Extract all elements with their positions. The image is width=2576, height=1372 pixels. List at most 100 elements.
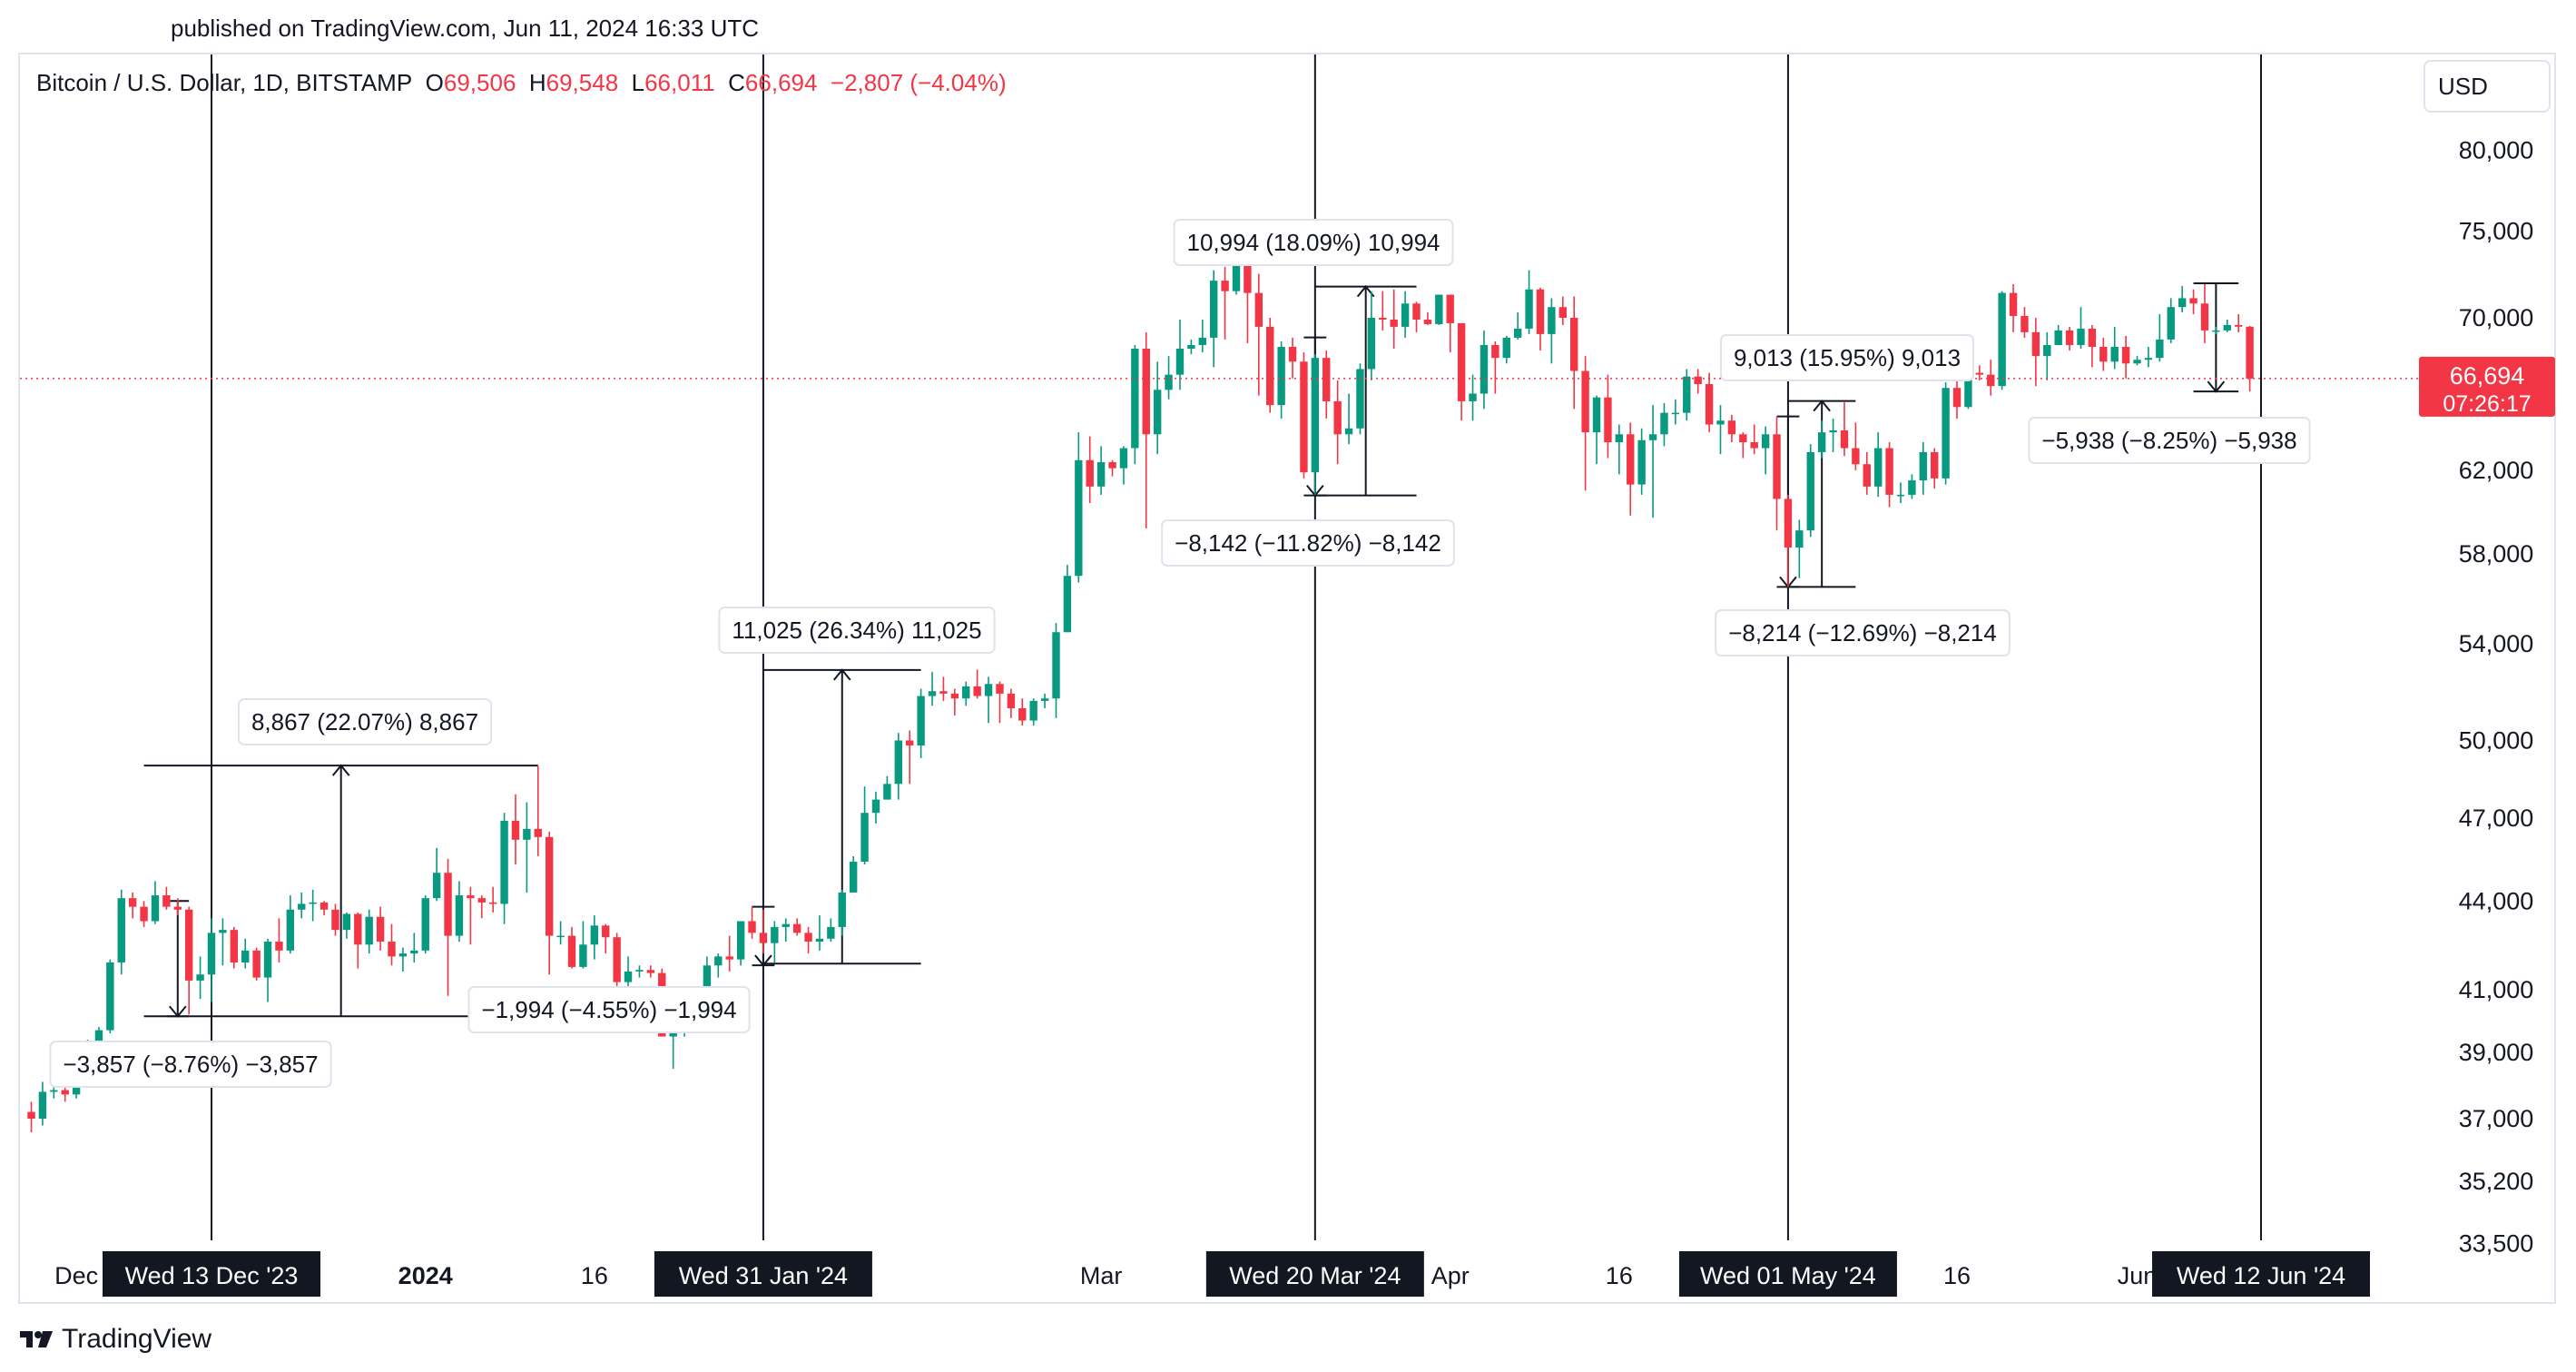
candle-body [1423, 319, 1432, 324]
candle [1086, 436, 1094, 504]
measure-label: 8,867 (22.07%) 8,867 [237, 698, 493, 745]
candle [1209, 270, 1218, 368]
candle [2031, 318, 2040, 387]
candle [1187, 339, 1195, 355]
candle-body [1457, 322, 1466, 401]
candle [230, 926, 239, 969]
candle-body [309, 902, 317, 904]
candle-body [2121, 346, 2130, 364]
candle-body [354, 913, 362, 945]
candle [1288, 337, 1297, 379]
candle-body [849, 861, 858, 893]
tradingview-logo-icon [20, 1331, 53, 1347]
candle [1998, 291, 2006, 390]
candle [2144, 346, 2153, 368]
candle [1108, 459, 1116, 477]
candle [871, 791, 880, 824]
candle [117, 889, 125, 975]
candle [1401, 291, 1410, 338]
candle-body [1513, 328, 1522, 338]
currency-button[interactable]: USD [2424, 60, 2551, 113]
candle [432, 847, 441, 902]
candle [736, 921, 745, 966]
candle-body [1480, 344, 1489, 394]
candle-body [219, 930, 227, 933]
low-value: 66,011 [644, 69, 715, 96]
candle-body [241, 950, 250, 962]
candle-body [2031, 331, 2040, 357]
candle [973, 669, 981, 699]
candle-body [1840, 429, 1849, 449]
marker-date-label: Wed 01 May '24 [1678, 1251, 1897, 1297]
price-tick-label: 35,200 [2459, 1168, 2534, 1195]
candle [1423, 312, 1432, 325]
candle [906, 730, 914, 785]
candle [1548, 298, 1556, 364]
candle [1254, 273, 1263, 396]
candle [1637, 428, 1646, 495]
measure-label: −5,938 (−8.25%) −5,938 [2028, 417, 2311, 464]
candle-body [1018, 707, 1027, 721]
candle [365, 909, 373, 954]
candle [579, 921, 587, 969]
price-tick-label: 54,000 [2459, 630, 2534, 657]
candle-body [1964, 372, 1972, 408]
candle [388, 923, 396, 966]
candle [1627, 422, 1635, 516]
candle-body [117, 898, 125, 962]
marker-date-text: Wed 20 Mar '24 [1229, 1262, 1401, 1289]
candle-body [1108, 461, 1116, 469]
price-tick-label: 33,500 [2459, 1229, 2534, 1257]
measure-arrow-head [754, 954, 772, 967]
candle [1840, 400, 1849, 457]
candle-body [1615, 434, 1624, 442]
candle [2043, 331, 2051, 380]
candle [748, 906, 756, 939]
candle [286, 895, 295, 954]
candle-body [1254, 292, 1263, 327]
candle-body [1086, 459, 1094, 487]
candle [1379, 291, 1387, 331]
candle-body [2189, 298, 2197, 304]
candle [771, 921, 779, 962]
candle [455, 881, 464, 943]
candle [1311, 354, 1320, 495]
candle-body [1209, 281, 1218, 338]
marker-date-label: Wed 12 Jun '24 [2152, 1251, 2370, 1297]
candle-body [906, 740, 914, 746]
candle [1075, 432, 1083, 583]
candle-body [1142, 349, 1150, 435]
candle [849, 855, 858, 893]
candle [2200, 283, 2209, 343]
candle-body [263, 942, 272, 978]
candle-body [388, 942, 396, 957]
candle [1885, 441, 1893, 508]
candle [1175, 319, 1185, 390]
candle [252, 947, 261, 981]
candle [467, 886, 475, 945]
candle [1919, 441, 1928, 495]
candle-body [1446, 294, 1454, 323]
candle-body [759, 933, 768, 943]
candle-body [815, 938, 824, 943]
candle [792, 918, 801, 936]
candle [1040, 693, 1049, 708]
candle [1569, 296, 1578, 410]
candle [917, 688, 925, 758]
candle-body [286, 909, 295, 951]
candle [1592, 395, 1601, 465]
candle [1153, 361, 1162, 455]
candle [1852, 422, 1860, 470]
candle-body [714, 956, 723, 966]
candle [2223, 319, 2231, 332]
candle [1007, 688, 1016, 718]
measure-label-box [1173, 219, 1454, 266]
marker-date-label: Wed 20 Mar '24 [1205, 1251, 1424, 1297]
candle-body [477, 898, 486, 903]
candle-body [331, 909, 339, 931]
candle-body [748, 921, 756, 933]
candle-body [173, 906, 182, 910]
candle-body [1683, 376, 1691, 413]
candle [590, 915, 599, 960]
